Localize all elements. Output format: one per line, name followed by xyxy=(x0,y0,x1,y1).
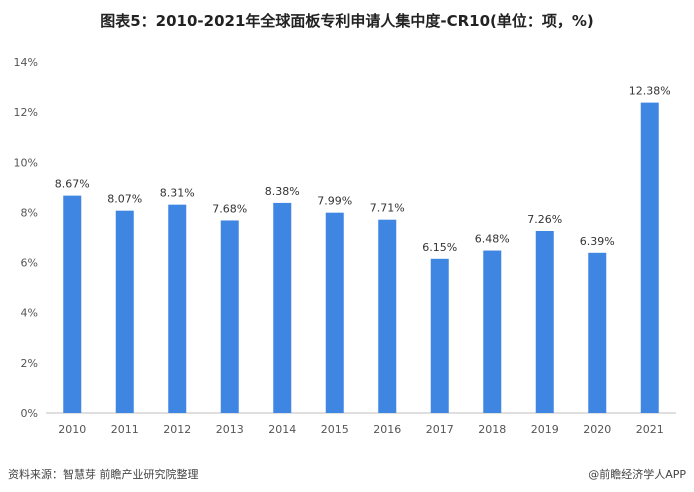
bar-2011 xyxy=(115,210,134,413)
bar-2019 xyxy=(535,230,554,413)
y-tick-label: 4% xyxy=(21,307,38,320)
footer: 资料来源：智慧芽 前瞻产业研究院整理 @前瞻经济学人APP xyxy=(8,462,686,486)
y-tick-label: 0% xyxy=(21,407,38,420)
bar-2018 xyxy=(483,250,502,413)
data-label-2019: 7.26% xyxy=(527,213,562,226)
x-tick-label: 2017 xyxy=(426,423,454,436)
data-label-2014: 8.38% xyxy=(265,185,300,198)
bar-2016 xyxy=(378,219,397,413)
x-tick-label: 2015 xyxy=(321,423,349,436)
y-axis: 0% 2% 4% 6% 8% 10% 12% 14% xyxy=(14,56,38,420)
bar-2014 xyxy=(273,202,292,413)
bar-2012 xyxy=(168,204,187,413)
x-tick-label: 2021 xyxy=(636,423,664,436)
chart-title: 图表5：2010-2021年全球面板专利申请人集中度-CR10(单位：项，%) xyxy=(100,12,594,30)
bar-2017 xyxy=(430,258,449,413)
x-tick-label: 2019 xyxy=(531,423,559,436)
x-tick-label: 2010 xyxy=(58,423,86,436)
y-tick-label: 2% xyxy=(21,357,38,370)
data-labels: 8.67% 8.07% 8.31% 7.68% 8.38% 7.99% 7.71% 6.15%… xyxy=(55,85,671,254)
data-label-2015: 7.99% xyxy=(317,195,352,208)
x-tick-label: 2016 xyxy=(373,423,401,436)
bar-2021 xyxy=(640,102,659,413)
brand-credit: @前瞻经济学人APP xyxy=(588,468,686,481)
y-tick-label: 8% xyxy=(21,206,38,219)
data-label-2012: 8.31% xyxy=(160,187,195,200)
data-label-2016: 7.71% xyxy=(370,202,405,215)
bar-2013 xyxy=(220,220,239,413)
x-tick-label: 2012 xyxy=(163,423,191,436)
x-tick-label: 2020 xyxy=(583,423,611,436)
x-tick-label: 2014 xyxy=(268,423,296,436)
y-tick-label: 12% xyxy=(14,106,38,119)
bar-2020 xyxy=(588,252,607,413)
x-tick-label: 2011 xyxy=(111,423,139,436)
x-axis: 2010 2011 2012 2013 2014 2015 2016 2017 2018 2019… xyxy=(46,412,676,436)
y-tick-label: 14% xyxy=(14,56,38,69)
source-note: 资料来源：智慧芽 前瞻产业研究院整理 xyxy=(8,468,199,481)
y-tick-label: 6% xyxy=(21,257,38,270)
x-tick-label: 2018 xyxy=(478,423,506,436)
data-label-2013: 7.68% xyxy=(212,202,247,215)
data-label-2021: 12.38% xyxy=(629,85,671,98)
bar-2015 xyxy=(325,212,344,413)
bar-series xyxy=(63,102,659,413)
data-label-2018: 6.48% xyxy=(475,233,510,246)
bar-2010 xyxy=(63,195,82,413)
data-label-2017: 6.15% xyxy=(422,241,457,254)
data-label-2010: 8.67% xyxy=(55,178,90,191)
x-tick-label: 2013 xyxy=(216,423,244,436)
data-label-2011: 8.07% xyxy=(107,193,142,206)
data-label-2020: 6.39% xyxy=(580,235,615,248)
y-tick-label: 10% xyxy=(14,156,38,169)
